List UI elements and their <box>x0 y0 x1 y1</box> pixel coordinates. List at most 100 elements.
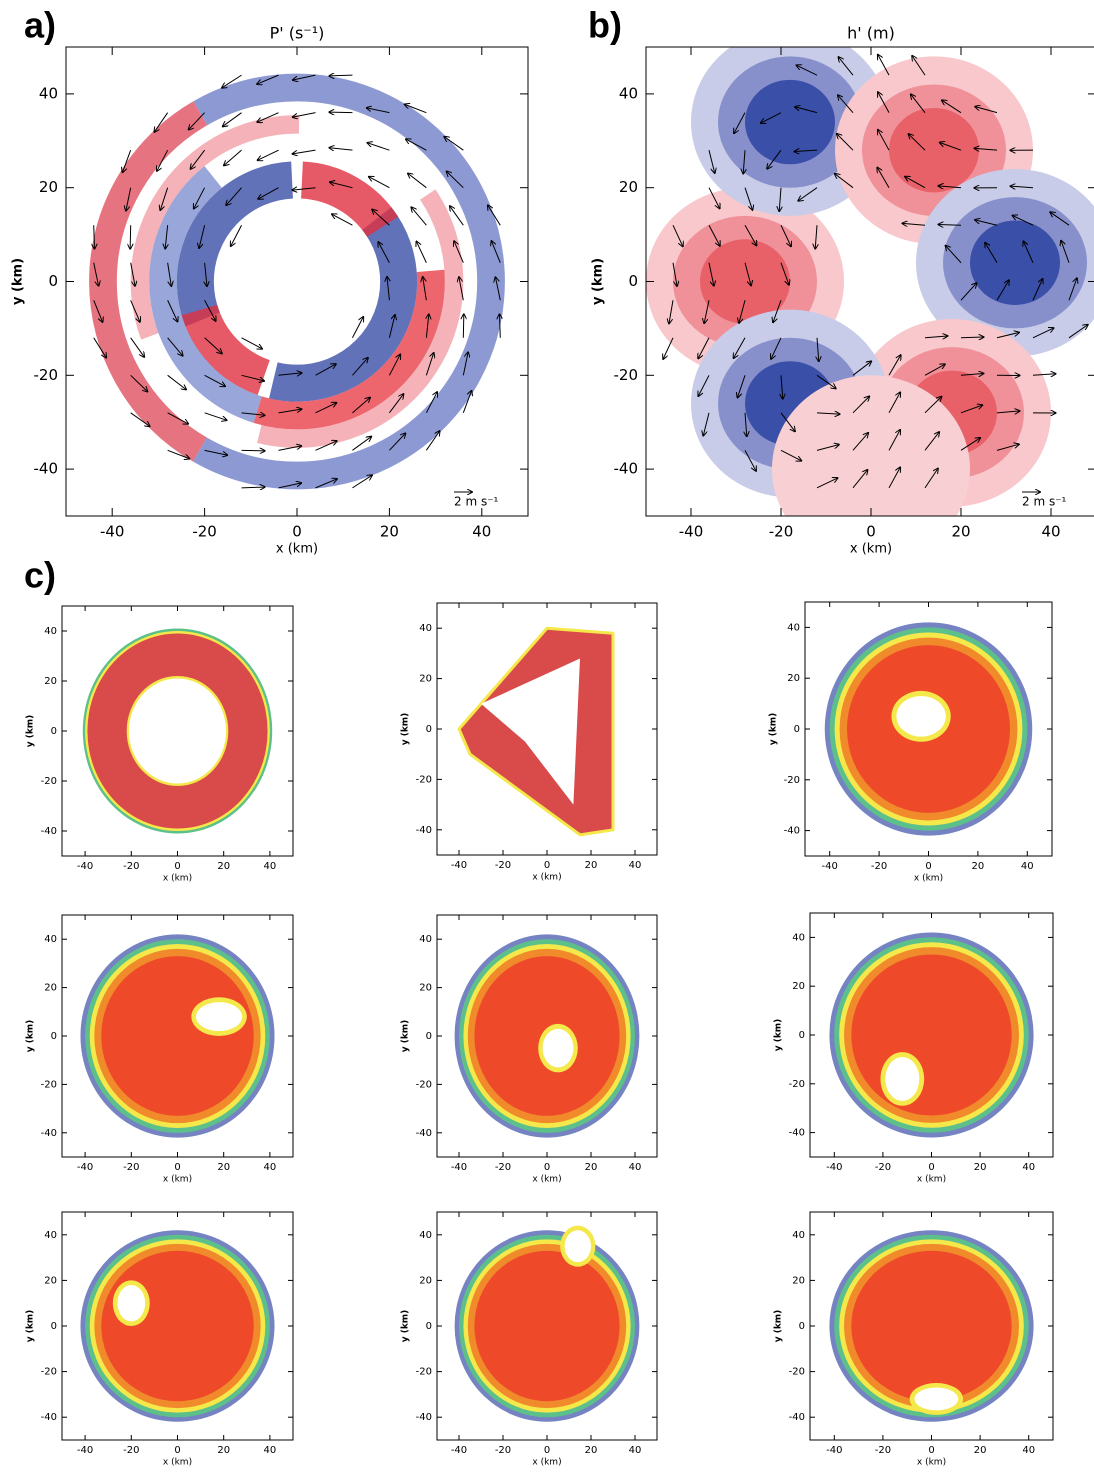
wind-arrow <box>278 373 302 375</box>
y-tick-label: 40 <box>792 1230 805 1241</box>
y-tick-label: -40 <box>784 826 800 837</box>
wind-arrow <box>942 100 962 114</box>
wind-arrow <box>226 187 242 205</box>
wind-arrow <box>924 469 938 489</box>
wind-arrow <box>940 142 962 151</box>
y-tick-label: -40 <box>614 460 639 478</box>
wind-arrow <box>835 174 854 189</box>
x-tick-label: 0 <box>866 523 876 541</box>
wind-arrow <box>816 374 836 388</box>
y-tick-label: -20 <box>41 1367 57 1378</box>
panel-title: h' (m) <box>847 24 895 43</box>
wind-arrow <box>204 449 228 455</box>
x-tick-label: 40 <box>1022 1445 1035 1456</box>
y-tick-label: 0 <box>799 1321 805 1332</box>
wind-arrow <box>663 337 674 359</box>
wind-arrow <box>293 188 316 190</box>
wind-arrow <box>761 112 782 123</box>
x-axis-label: x (km) <box>163 874 192 884</box>
y-tick-label: 20 <box>44 1275 57 1286</box>
x-tick-label: 0 <box>292 523 302 541</box>
x-tick-label: -20 <box>769 523 794 541</box>
wind-arrow <box>960 337 983 338</box>
wind-arrow <box>744 187 752 210</box>
y-axis-label: y (km) <box>401 713 411 746</box>
wind-arrow <box>838 95 854 113</box>
contour-fill <box>474 1250 620 1402</box>
wind-arrow <box>372 210 390 226</box>
wind-arrow <box>205 262 207 286</box>
x-tick-label: 0 <box>925 861 931 872</box>
contour-fill <box>885 1056 920 1101</box>
x-tick-label: -40 <box>77 1162 93 1173</box>
contour-band <box>176 161 418 402</box>
wind-arrow <box>154 112 169 132</box>
wind-arrow <box>939 186 962 188</box>
wind-arrow <box>878 55 890 76</box>
panel-label: a) <box>24 5 56 46</box>
wind-arrow <box>739 300 746 323</box>
x-axis-label: x (km) <box>163 1175 192 1185</box>
contour-fill <box>914 1387 959 1411</box>
contour-fill <box>851 954 1012 1116</box>
wind-arrow <box>241 450 265 451</box>
wind-arrow <box>126 187 132 211</box>
wind-arrow <box>454 241 464 263</box>
y-tick-label: 20 <box>619 178 638 196</box>
y-axis-label: y (km) <box>26 715 36 748</box>
wind-arrow <box>708 224 720 246</box>
wind-arrow <box>165 225 167 248</box>
contour-fill <box>889 107 979 193</box>
contour-fill <box>564 1230 591 1263</box>
wind-arrow <box>450 206 464 226</box>
wind-arrow <box>241 374 264 381</box>
wind-arrow <box>411 207 427 226</box>
wind-arrow <box>1032 374 1055 376</box>
wind-arrow <box>329 112 353 113</box>
y-tick-label: 0 <box>426 1321 432 1332</box>
wind-arrow <box>960 283 976 301</box>
y-tick-label: 40 <box>787 622 800 633</box>
contour-band <box>149 133 445 430</box>
x-tick-label: 20 <box>585 1445 598 1456</box>
wind-arrow <box>1050 212 1070 226</box>
y-axis-label: y (km) <box>401 1020 411 1053</box>
wind-arrow <box>734 337 746 358</box>
y-tick-label: -20 <box>34 366 59 384</box>
contour-band <box>130 115 464 448</box>
wind-arrow <box>996 332 1019 339</box>
wind-arrow <box>734 112 746 133</box>
wind-arrow <box>708 187 720 209</box>
wind-arrow <box>960 373 983 375</box>
x-tick-label: -20 <box>495 860 511 871</box>
wind-arrow <box>780 412 795 431</box>
x-tick-label: 40 <box>629 1445 642 1456</box>
wind-arrow <box>975 107 998 114</box>
wind-arrow <box>888 355 901 376</box>
contour-fill <box>826 426 916 512</box>
wind-arrow <box>780 449 801 460</box>
wind-arrow <box>781 375 783 398</box>
y-tick-label: 20 <box>419 1275 432 1286</box>
x-tick-label: 0 <box>544 860 550 871</box>
wind-arrow <box>167 300 178 321</box>
wind-arrow <box>231 224 243 246</box>
x-tick-label: 0 <box>174 861 180 872</box>
wind-arrow <box>425 353 433 376</box>
y-tick-label: -20 <box>416 1079 432 1090</box>
wind-arrow <box>257 112 279 122</box>
y-tick-label: 0 <box>51 1321 57 1332</box>
contour-band <box>89 73 505 490</box>
wind-arrow <box>816 413 839 414</box>
wind-arrow <box>1032 279 1043 301</box>
wind-arrow <box>241 413 265 415</box>
reference-vector: 2 m s⁻¹ <box>1022 495 1067 509</box>
wind-arrow <box>767 149 782 168</box>
wind-arrow <box>367 108 390 114</box>
wind-arrow <box>93 300 103 322</box>
x-tick-label: 20 <box>972 861 985 872</box>
wind-arrow <box>130 225 131 248</box>
wind-arrow <box>204 412 227 420</box>
wind-arrow <box>167 374 186 389</box>
x-tick-label: 40 <box>629 1162 642 1173</box>
